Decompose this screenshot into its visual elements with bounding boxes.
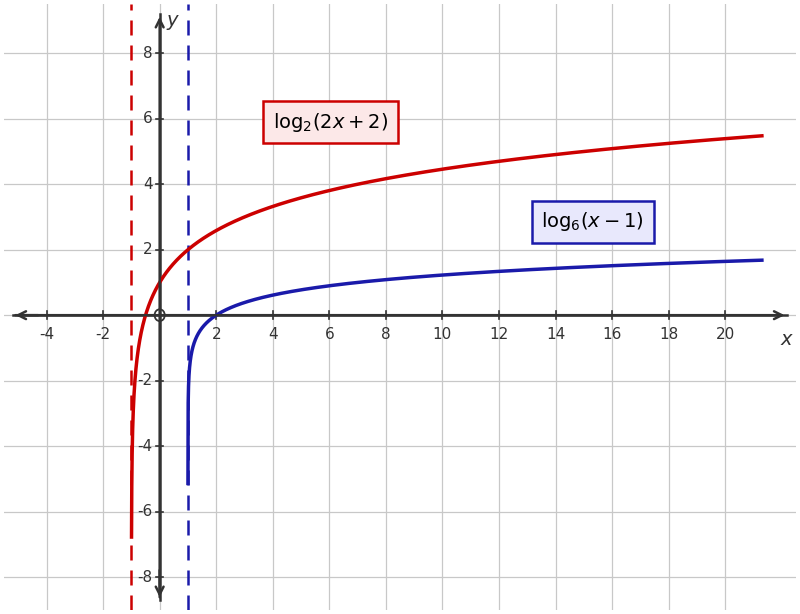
Text: -2: -2 [95,327,110,341]
Text: y: y [166,10,178,29]
Text: 10: 10 [433,327,452,341]
Text: 4: 4 [268,327,278,341]
Text: $\mathrm{log}_2(2x + 2)$: $\mathrm{log}_2(2x + 2)$ [273,111,388,133]
Text: -8: -8 [138,570,153,585]
Text: 6: 6 [325,327,334,341]
Text: 4: 4 [143,177,153,192]
Text: -4: -4 [138,438,153,454]
Text: 20: 20 [715,327,734,341]
Text: 14: 14 [546,327,565,341]
Text: 16: 16 [602,327,622,341]
Text: 18: 18 [659,327,678,341]
Text: $\mathrm{log}_6(x - 1)$: $\mathrm{log}_6(x - 1)$ [542,211,644,233]
Text: -6: -6 [138,504,153,519]
Text: 8: 8 [143,46,153,61]
Text: 12: 12 [490,327,509,341]
Text: 6: 6 [143,111,153,126]
Text: -4: -4 [39,327,54,341]
Text: 2: 2 [143,242,153,257]
Text: 8: 8 [381,327,390,341]
Text: -2: -2 [138,373,153,388]
Text: x: x [780,330,791,349]
Text: 2: 2 [211,327,221,341]
